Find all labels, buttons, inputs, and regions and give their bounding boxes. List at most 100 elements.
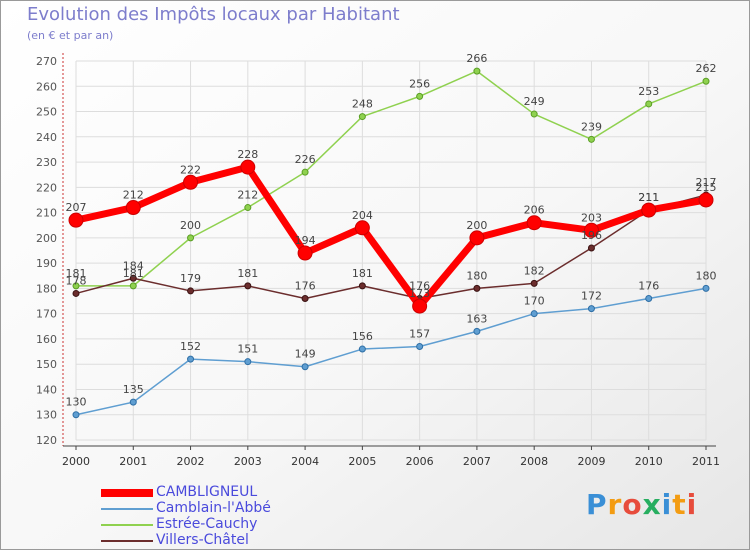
data-label: 266: [466, 52, 487, 65]
data-label: 204: [352, 209, 373, 222]
legend-label: CAMBLIGNEUL: [156, 484, 258, 500]
series-line: [75, 287, 707, 416]
data-label: 178: [66, 274, 87, 287]
chart-subtitle: (en € et par an): [27, 29, 114, 42]
data-label: 212: [123, 189, 144, 202]
y-tick-label: 200: [36, 232, 57, 245]
x-tick-label: 2000: [62, 455, 90, 468]
data-point: [587, 305, 595, 313]
data-label: 226: [295, 153, 316, 166]
data-label: 239: [581, 120, 602, 133]
data-label: 179: [180, 272, 201, 285]
data-label: 184: [123, 259, 144, 272]
data-label: 211: [638, 191, 659, 204]
data-point: [72, 289, 80, 297]
data-label: 256: [409, 77, 430, 90]
data-point: [641, 202, 657, 218]
data-label: 170: [524, 295, 545, 308]
data-label: 194: [295, 234, 316, 247]
data-point: [68, 212, 84, 228]
y-tick-label: 270: [36, 55, 57, 68]
data-point: [301, 168, 309, 176]
data-label: 181: [352, 267, 373, 280]
data-label: 182: [524, 264, 545, 277]
data-label: 151: [237, 343, 258, 356]
data-label: 180: [466, 269, 487, 282]
y-tick-label: 240: [36, 131, 57, 144]
series-line: [75, 194, 707, 300]
data-label: 196: [581, 229, 602, 242]
x-tick-label: 2011: [692, 455, 720, 468]
data-point: [698, 192, 714, 208]
x-tick-label: 2010: [635, 455, 663, 468]
x-tick-label: 2007: [463, 455, 491, 468]
data-label: 180: [696, 269, 717, 282]
data-label: 207: [66, 201, 87, 214]
data-label: 176: [295, 280, 316, 293]
y-tick-label: 130: [36, 409, 57, 422]
legend-swatch: [101, 524, 153, 526]
data-point: [645, 295, 653, 303]
data-label: 211: [638, 191, 659, 204]
x-tick-label: 2005: [348, 455, 376, 468]
data-point: [183, 174, 199, 190]
data-label: 253: [638, 85, 659, 98]
data-point: [469, 230, 485, 246]
legend-swatch: [101, 489, 153, 497]
data-label: 176: [409, 280, 430, 293]
data-point: [358, 113, 366, 121]
y-tick-label: 260: [36, 80, 57, 93]
data-label: 135: [123, 383, 144, 396]
y-tick-label: 150: [36, 358, 57, 371]
data-point: [72, 282, 80, 290]
data-point: [187, 287, 195, 295]
data-point: [702, 284, 710, 292]
data-point: [301, 295, 309, 303]
data-label: 248: [352, 98, 373, 111]
data-point: [240, 159, 256, 175]
data-point: [526, 215, 542, 231]
data-point: [416, 343, 424, 351]
y-tick-label: 120: [36, 434, 57, 447]
y-tick-label: 140: [36, 383, 57, 396]
data-label: 176: [638, 280, 659, 293]
data-label: 212: [237, 189, 258, 202]
data-label: 222: [180, 163, 201, 176]
data-point: [129, 274, 137, 282]
data-point: [473, 284, 481, 292]
data-label: 130: [66, 396, 87, 409]
data-label: 200: [180, 219, 201, 232]
y-tick-label: 250: [36, 106, 57, 119]
data-point: [129, 282, 137, 290]
x-tick-label: 2004: [291, 455, 319, 468]
data-point: [530, 279, 538, 287]
data-point: [72, 411, 80, 419]
data-label: 228: [237, 148, 258, 161]
data-point: [187, 355, 195, 363]
legend-label: Estrée-Cauchy: [156, 516, 258, 532]
data-point: [301, 363, 309, 371]
legend-swatch: [101, 540, 153, 542]
data-label: 172: [581, 290, 602, 303]
data-label: 149: [295, 348, 316, 361]
data-point: [583, 222, 599, 238]
series-line: [75, 70, 707, 287]
x-tick-label: 2009: [577, 455, 605, 468]
data-point: [354, 220, 370, 236]
data-label: 181: [123, 267, 144, 280]
data-point: [587, 135, 595, 143]
data-label: 152: [180, 340, 201, 353]
data-point: [412, 298, 428, 314]
data-point: [125, 200, 141, 216]
data-point: [297, 245, 313, 261]
data-label: 249: [524, 95, 545, 108]
y-tick-label: 220: [36, 181, 57, 194]
x-tick-label: 2003: [234, 455, 262, 468]
data-label: 206: [524, 204, 545, 217]
data-label: 156: [352, 330, 373, 343]
x-tick-label: 2002: [177, 455, 205, 468]
legend-swatch: [101, 508, 153, 510]
data-point: [187, 234, 195, 242]
